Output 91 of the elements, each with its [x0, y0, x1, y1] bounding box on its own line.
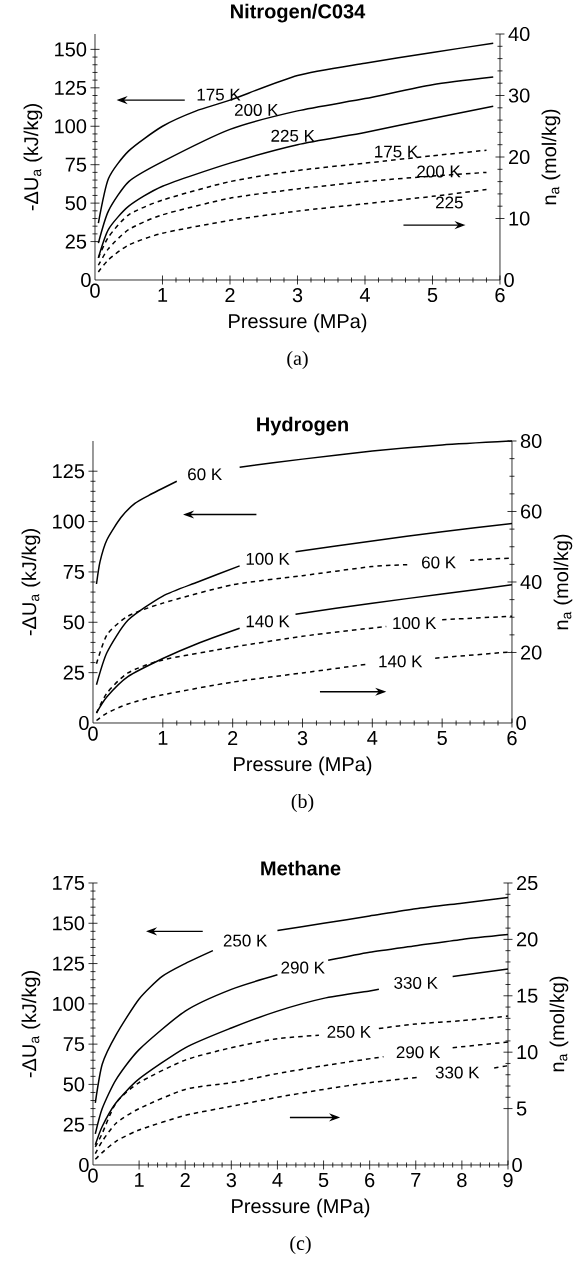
- x-tick-label: 6: [507, 731, 517, 746]
- x-tick-label: 3: [292, 288, 303, 303]
- y-axis-title: -ΔU$_{a}$ (kJ/kg): [23, 104, 43, 211]
- series-label: 100 K: [246, 552, 290, 565]
- y2-tick-label: 10: [517, 1045, 538, 1060]
- x-axis-title: Pressure (MPa): [232, 1198, 370, 1218]
- chart-title: Hydrogen: [257, 416, 348, 436]
- series-label: 290 K: [281, 961, 325, 974]
- x-tick-label: 0: [90, 283, 100, 298]
- series-label: 250 K: [327, 1025, 371, 1038]
- x-tick-label: 1: [135, 1173, 144, 1187]
- x-tick-label: 9: [503, 1173, 513, 1188]
- y2-tick-label: 30: [508, 88, 530, 103]
- chart-title: Nitrogen/C034: [231, 3, 366, 23]
- x-axis-title: Pressure (MPa): [234, 756, 372, 776]
- y-tick-label: 75: [63, 564, 85, 579]
- y2-tick-label: 40: [520, 574, 542, 590]
- x-tick-label: 2: [228, 731, 238, 745]
- y2-tick-label: 0: [512, 1157, 522, 1173]
- x-tick-label: 1: [158, 731, 168, 745]
- y-tick-label: 100: [53, 996, 85, 1011]
- x-tick-label: 5: [427, 288, 438, 302]
- series-label: 60 K: [422, 556, 456, 569]
- series-label: 175 K: [375, 145, 419, 158]
- y-tick-label: 50: [63, 1077, 85, 1092]
- x-tick-label: 3: [297, 731, 308, 746]
- series-label: 330 K: [394, 976, 438, 989]
- y-tick-label: 100: [53, 514, 85, 529]
- series-label: 140 K: [246, 615, 290, 628]
- series-label: 330 K: [435, 1066, 480, 1079]
- y-tick-label: 0: [79, 715, 89, 731]
- y-tick-label: 0: [79, 1157, 89, 1173]
- series-label: 200 K: [234, 103, 279, 116]
- text: (b): [291, 793, 314, 813]
- y-tick-label: 50: [63, 615, 85, 630]
- y2-tick-label: 80: [520, 433, 542, 449]
- y2-tick-label: 40: [508, 26, 530, 42]
- x-tick-label: 8: [457, 1173, 467, 1188]
- y-tick-label: 150: [53, 916, 85, 931]
- y2-tick-label: 15: [517, 988, 538, 1003]
- y-tick-label: 125: [53, 956, 85, 971]
- y-tick-label: 100: [55, 119, 87, 134]
- x-tick-label: 4: [367, 731, 378, 745]
- y-axis-title: -ΔU$_{a}$ (kJ/kg): [21, 529, 41, 636]
- series-label: 140 K: [379, 655, 423, 668]
- y2-tick-label: 0: [516, 715, 526, 731]
- y2-tick-label: 10: [509, 211, 530, 226]
- series-label: 290 K: [396, 1046, 441, 1059]
- x-tick-label: 4: [272, 1173, 283, 1187]
- y-tick-label: 150: [55, 42, 87, 57]
- x-tick-label: 5: [437, 731, 447, 745]
- y-tick-label: 0: [81, 272, 91, 288]
- y2-axis-title: n$_{a}$ (mol/kg): [541, 109, 561, 205]
- y-tick-label: 25: [63, 1117, 85, 1132]
- y2-tick-label: 60: [521, 504, 542, 519]
- y2-tick-label: 0: [504, 272, 514, 288]
- x-tick-label: 4: [359, 288, 370, 302]
- y2-tick-label: 25: [517, 875, 538, 891]
- y2-axis-title: n$_{a}$ (mol/kg): [553, 534, 573, 630]
- x-tick-label: 3: [226, 1173, 237, 1188]
- y-tick-label: 175: [53, 876, 85, 890]
- y2-tick-label: 5: [516, 1101, 527, 1116]
- series-label: 100 K: [393, 617, 437, 630]
- x-tick-label: 2: [180, 1173, 190, 1187]
- y-tick-label: 75: [65, 157, 87, 172]
- chart-title: Methane: [261, 860, 341, 876]
- x-tick-label: 6: [495, 288, 505, 303]
- y-tick-label: 125: [53, 464, 85, 479]
- series-label: 60 K: [188, 468, 222, 481]
- x-tick-label: 6: [365, 1173, 375, 1188]
- text: (c): [290, 1235, 311, 1255]
- x-tick-label: 1: [158, 288, 168, 302]
- y-tick-label: 25: [63, 665, 85, 680]
- y2-tick-label: 20: [509, 149, 530, 165]
- y2-tick-label: 20: [517, 932, 538, 947]
- y2-axis-title: n$_{a}$ (mol/kg): [549, 976, 569, 1072]
- x-tick-label: 7: [411, 1173, 421, 1187]
- y-tick-label: 75: [63, 1037, 85, 1052]
- y-tick-label: 125: [55, 80, 87, 95]
- series-label: 225 K: [271, 129, 315, 142]
- y-tick-label: 25: [65, 234, 87, 249]
- x-tick-label: 2: [225, 288, 235, 302]
- y-axis-title: -ΔU$_{a}$ (kJ/kg): [21, 971, 41, 1078]
- legend-label: 250 K: [223, 934, 268, 947]
- x-axis-title: Pressure (MPa): [229, 313, 367, 333]
- x-tick-label: 5: [318, 1173, 329, 1187]
- y2-tick-label: 20: [521, 645, 542, 660]
- y-tick-label: 50: [65, 196, 87, 211]
- text: (a): [287, 350, 308, 370]
- line-series: [97, 188, 488, 273]
- series-label: 225: [436, 196, 463, 209]
